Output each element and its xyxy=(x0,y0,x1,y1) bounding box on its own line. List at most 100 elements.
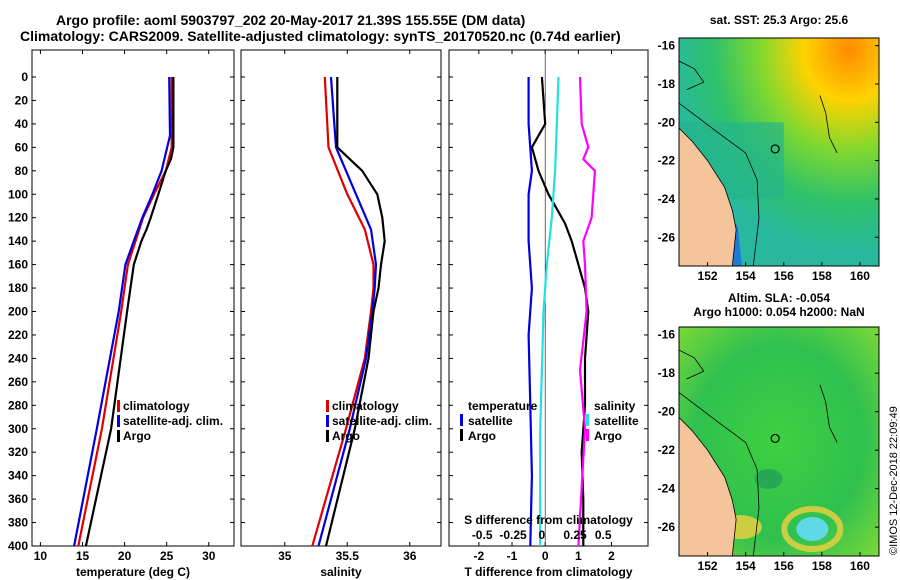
legend-entry: Argo xyxy=(468,429,496,443)
x2-tick-label: 0 xyxy=(539,528,546,542)
legend-entry: satellite xyxy=(468,414,513,428)
map-x-tick-label: 154 xyxy=(736,269,756,283)
legend-swatch xyxy=(326,415,329,427)
legend-swatch xyxy=(117,415,120,427)
sla-map-frame xyxy=(678,326,880,557)
plateau-contour xyxy=(679,60,705,91)
temperature-frame xyxy=(31,49,235,547)
x-tick-label: 1 xyxy=(575,549,582,563)
series-line-satellite-adj-clim- xyxy=(317,76,378,547)
legend-swatch xyxy=(326,400,329,412)
series-line-satellite-adj-clim- xyxy=(73,76,172,547)
reef-contour xyxy=(819,95,838,154)
x-tick-label: 0 xyxy=(542,549,549,563)
legend-swatch xyxy=(326,430,329,442)
series-line-s-argo xyxy=(577,76,597,547)
argo-position-marker xyxy=(770,144,780,154)
sla-map-title: Altim. SLA: -0.054 xyxy=(728,291,830,305)
legend-swatch xyxy=(117,430,120,442)
legend-entry: Argo xyxy=(123,429,151,443)
map-x-tick-label: 152 xyxy=(698,559,718,573)
y-tick-label: 0 xyxy=(21,70,28,84)
temperature-xlabel: temperature (deg C) xyxy=(76,565,190,579)
legend-group-title: salinity xyxy=(594,399,636,413)
y-tick-label: 140 xyxy=(8,234,28,248)
y-tick-label: 80 xyxy=(15,164,29,178)
y-tick-label: 20 xyxy=(15,93,29,107)
difference-panel: -2 -1 0 1 2 T difference from climatology temp… xyxy=(448,49,649,579)
series-line-t-argo xyxy=(530,76,590,546)
x-tick-label: 35.5 xyxy=(336,549,360,563)
legend-swatch xyxy=(117,400,120,412)
y-tick-label: 120 xyxy=(8,211,28,225)
difference-xlabel: T difference from climatology xyxy=(464,565,632,579)
legend-entry: Argo xyxy=(594,429,622,443)
series-line-argo xyxy=(324,77,386,547)
map-y-tick-label: -18 xyxy=(658,366,676,380)
legend-swatch xyxy=(460,429,463,441)
sla-low-patch xyxy=(754,469,783,490)
map-y-tick-label: -18 xyxy=(658,77,676,91)
legend-swatch xyxy=(586,429,589,441)
reef-contour xyxy=(819,384,838,443)
x-tick-label: 10 xyxy=(34,549,48,563)
map-y-tick-label: -20 xyxy=(658,405,676,419)
salinity-xlabel: salinity xyxy=(320,565,362,579)
x-tick-label: -1 xyxy=(507,549,518,563)
australia-land xyxy=(679,416,737,556)
map-y-tick-label: -26 xyxy=(658,230,676,244)
y-tick-label: 220 xyxy=(8,328,28,342)
chart-title-line1: Argo profile: aoml 5903797_202 20-May-20… xyxy=(56,12,526,28)
map-x-tick-label: 156 xyxy=(774,559,794,573)
y-tick-label: 200 xyxy=(8,305,28,319)
y-tick-label: 360 xyxy=(8,492,28,506)
series-line-argo xyxy=(84,77,175,547)
map-y-tick-label: -22 xyxy=(658,443,676,457)
depth-contour xyxy=(679,392,760,556)
x-tick-label: 36 xyxy=(403,549,417,563)
legend-entry: satellite-adj. clim. xyxy=(123,414,223,428)
series-line-s-satellite xyxy=(539,76,560,546)
map-y-tick-label: -26 xyxy=(658,520,676,534)
map-x-tick-label: 160 xyxy=(850,269,870,283)
y-tick-label: 400 xyxy=(8,539,28,553)
sla-map: 152 154 156 158 160 -16 -18 -20 -22 -24 -26 Altim. … xyxy=(658,291,880,573)
map-x-tick-label: 156 xyxy=(774,269,794,283)
x2-tick-label: 0.25 xyxy=(563,528,587,542)
x-tick-label: 15 xyxy=(76,549,90,563)
sst-map: 152 154 156 158 160 -16 -18 -20 -22 -24 -26 sat. SS… xyxy=(658,13,880,283)
y-tick-label: 40 xyxy=(15,117,29,131)
map-y-tick-label: -24 xyxy=(658,482,676,496)
series-line-climatology xyxy=(311,76,375,547)
salinity-panel: 35 35.5 36 salinity climatologysatellite-adj… xyxy=(240,49,442,579)
series-line-climatology xyxy=(77,77,173,547)
y-tick-label: 180 xyxy=(8,281,28,295)
legend-swatch xyxy=(586,414,589,426)
series-line-t-satellite xyxy=(527,77,534,547)
map-x-tick-label: 154 xyxy=(736,559,756,573)
plateau-contour xyxy=(679,349,705,380)
x2-tick-label: -0.25 xyxy=(499,528,527,542)
salinity-diff-xlabel: S difference from climatology xyxy=(464,513,633,527)
x-tick-label: -2 xyxy=(474,549,485,563)
difference-frame xyxy=(448,49,649,547)
y-tick-label: 100 xyxy=(8,187,28,201)
legend-entry: satellite xyxy=(594,414,639,428)
y-tick-label: 380 xyxy=(8,516,28,530)
legend-entry: climatology xyxy=(332,399,399,413)
sst-map-field xyxy=(679,38,879,266)
map-y-tick-label: -20 xyxy=(658,115,676,129)
legend-entry: climatology xyxy=(123,399,190,413)
map-x-tick-label: 160 xyxy=(850,559,870,573)
sst-map-frame xyxy=(678,37,880,267)
australia-land xyxy=(679,127,737,266)
x-tick-label: 2 xyxy=(608,549,615,563)
x-tick-label: 20 xyxy=(118,549,132,563)
y-tick-label: 280 xyxy=(8,398,28,412)
y-tick-label: 340 xyxy=(8,469,28,483)
map-y-tick-label: -22 xyxy=(658,154,676,168)
sst-map-title: sat. SST: 25.3 Argo: 25.6 xyxy=(710,13,849,27)
y-tick-label: 240 xyxy=(8,351,28,365)
x-tick-label: 35 xyxy=(278,549,292,563)
salinity-frame xyxy=(240,49,442,547)
